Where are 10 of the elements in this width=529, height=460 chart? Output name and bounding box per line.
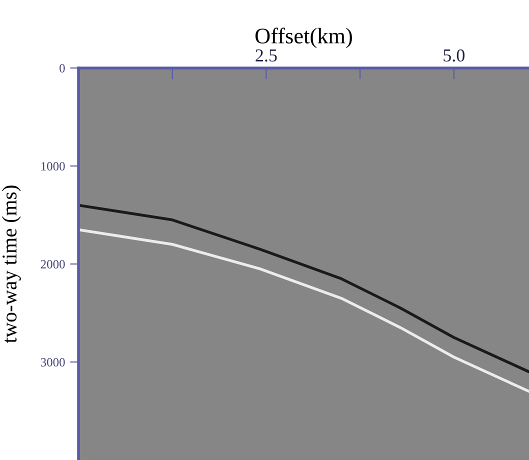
y-tick-label: 3000 — [40, 358, 65, 366]
y-tick-label: 1000 — [41, 162, 65, 170]
line-series — [78, 228, 529, 393]
x-tick-label: 2.5 — [256, 49, 277, 62]
y-axis-title: two-way time (ms) — [2, 186, 21, 344]
x-axis-title: Offset(km) — [255, 28, 352, 48]
x-tick-label: 5.0 — [444, 49, 465, 62]
y-tick-label: 0 — [60, 64, 65, 72]
y-tick-label: 2000 — [40, 260, 65, 268]
line-series — [78, 204, 529, 374]
